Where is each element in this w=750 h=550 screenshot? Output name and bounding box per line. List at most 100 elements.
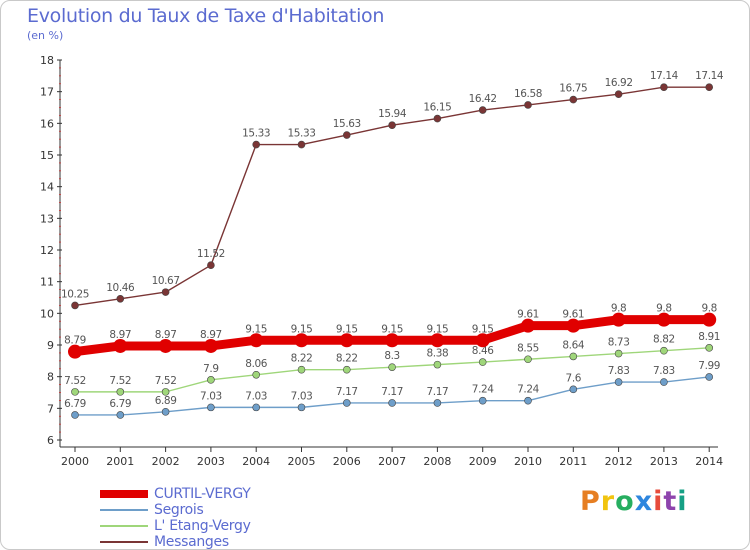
x-tick-label-2006: 2006 — [333, 455, 361, 468]
x-tick-label-2004: 2004 — [242, 455, 270, 468]
data-label-segrois-2007: 7.17 — [381, 386, 403, 398]
point-segrois-2004 — [252, 403, 261, 412]
x-tick-label-2009: 2009 — [469, 455, 497, 468]
data-label-segrois-2005: 7.03 — [291, 390, 313, 402]
x-tick-label-2014: 2014 — [695, 455, 723, 468]
point-segrois-2010 — [524, 396, 532, 405]
point-messanges-2014 — [705, 83, 714, 92]
data-label-segrois-2013: 7.83 — [653, 365, 675, 377]
data-label-curtil-vergy-2012: 9.8 — [611, 303, 627, 315]
legend-item-messanges: Messanges — [100, 534, 251, 550]
data-label-l-etang-vergy-2013: 8.82 — [653, 334, 675, 346]
legend-swatch-etang-vergy — [100, 525, 148, 527]
point-messanges-2012 — [614, 90, 623, 98]
data-label-segrois-2003: 7.03 — [200, 390, 222, 402]
logo-letter: i — [677, 486, 688, 517]
point-l-etang-vergy-2006 — [342, 365, 351, 374]
point-messanges-2010 — [524, 101, 532, 109]
data-label-l-etang-vergy-2011: 8.64 — [562, 339, 584, 351]
y-tick-label-9: 9 — [47, 339, 54, 352]
data-label-curtil-vergy-2006: 9.15 — [336, 323, 358, 335]
point-segrois-2001 — [116, 411, 125, 419]
data-label-curtil-vergy-2001: 8.97 — [109, 329, 131, 341]
data-label-messanges-2013: 17.14 — [650, 70, 679, 82]
point-messanges-2009 — [478, 106, 487, 114]
point-curtil-vergy-2001 — [113, 338, 128, 353]
data-label-segrois-2006: 7.17 — [336, 386, 358, 398]
y-tick-label-16: 16 — [40, 117, 54, 130]
x-tick-label-2005: 2005 — [288, 455, 316, 468]
data-label-messanges-2014: 17.14 — [695, 70, 724, 82]
data-label-l-etang-vergy-2004: 8.06 — [245, 358, 267, 370]
point-l-etang-vergy-2000 — [71, 388, 79, 396]
data-label-messanges-2008: 16.15 — [423, 102, 451, 114]
logo-letter: t — [663, 486, 678, 517]
point-segrois-2000 — [71, 411, 79, 419]
data-label-curtil-vergy-2004: 9.15 — [245, 323, 267, 335]
point-segrois-2005 — [297, 403, 306, 412]
data-label-messanges-2000: 10.25 — [61, 288, 89, 300]
point-l-etang-vergy-2009 — [478, 358, 487, 366]
point-l-etang-vergy-2012 — [614, 349, 623, 358]
data-label-segrois-2002: 6.89 — [155, 395, 177, 407]
point-segrois-2007 — [388, 399, 396, 407]
point-l-etang-vergy-2010 — [524, 355, 532, 364]
data-label-segrois-2000: 6.79 — [64, 398, 86, 410]
x-tick-label-2001: 2001 — [106, 455, 134, 468]
data-label-curtil-vergy-2014: 9.8 — [701, 303, 717, 315]
data-label-segrois-2004: 7.03 — [245, 390, 267, 402]
y-tick-label-12: 12 — [40, 244, 54, 257]
data-label-l-etang-vergy-2007: 8.3 — [384, 350, 400, 362]
point-segrois-2002 — [161, 408, 170, 416]
data-label-segrois-2012: 7.83 — [608, 365, 630, 377]
point-messanges-2003 — [207, 261, 215, 270]
point-l-etang-vergy-2014 — [705, 344, 714, 352]
y-tick-label-17: 17 — [40, 86, 54, 99]
point-segrois-2012 — [614, 378, 623, 386]
x-tick-label-2000: 2000 — [61, 455, 89, 468]
legend-label-etang-vergy: L' Etang-Vergy — [154, 518, 251, 534]
x-tick-label-2010: 2010 — [514, 455, 542, 468]
point-curtil-vergy-2008 — [430, 333, 445, 348]
point-curtil-vergy-2014 — [702, 312, 717, 327]
point-messanges-2004 — [252, 140, 261, 149]
logo-letter: i — [653, 486, 664, 517]
y-tick-label-15: 15 — [40, 149, 54, 162]
point-segrois-2009 — [478, 396, 487, 405]
data-label-segrois-2009: 7.24 — [472, 384, 494, 396]
logo-letter: x — [634, 486, 654, 517]
data-label-curtil-vergy-2002: 8.97 — [155, 329, 177, 341]
data-label-segrois-2008: 7.17 — [427, 386, 449, 398]
legend-item-etang-vergy: L' Etang-Vergy — [100, 518, 251, 534]
logo-letter: o — [615, 486, 635, 517]
legend-item-segrois: Segrois — [100, 502, 251, 518]
x-tick-label-2012: 2012 — [605, 455, 633, 468]
point-messanges-2008 — [433, 114, 442, 123]
legend-swatch-segrois — [100, 509, 148, 511]
logo-letter: r — [600, 486, 616, 517]
data-label-l-etang-vergy-2006: 8.22 — [336, 353, 358, 365]
data-label-l-etang-vergy-2010: 8.55 — [517, 342, 539, 354]
point-messanges-2013 — [660, 83, 668, 92]
point-segrois-2008 — [433, 399, 442, 407]
data-label-l-etang-vergy-2001: 7.52 — [109, 375, 131, 387]
point-curtil-vergy-2012 — [611, 312, 626, 327]
legend-swatch-messanges — [100, 541, 148, 543]
point-curtil-vergy-2011 — [566, 318, 581, 333]
point-l-etang-vergy-2008 — [433, 360, 442, 369]
x-tick-label-2008: 2008 — [423, 455, 451, 468]
data-label-l-etang-vergy-2008: 8.38 — [427, 348, 449, 360]
legend: CURTIL-VERGY Segrois L' Etang-Vergy Mess… — [100, 486, 251, 550]
x-tick-label-2007: 2007 — [378, 455, 406, 468]
logo-letter: P — [580, 486, 601, 517]
point-l-etang-vergy-2001 — [116, 388, 125, 396]
point-segrois-2013 — [660, 378, 668, 386]
data-label-curtil-vergy-2005: 9.15 — [291, 323, 313, 335]
point-curtil-vergy-2005 — [294, 333, 309, 348]
data-label-messanges-2011: 16.75 — [559, 83, 587, 95]
data-label-messanges-2005: 15.33 — [287, 128, 315, 140]
data-label-messanges-2001: 10.46 — [106, 282, 135, 294]
data-label-segrois-2014: 7.99 — [698, 360, 720, 372]
data-label-l-etang-vergy-2002: 7.52 — [155, 375, 177, 387]
data-label-curtil-vergy-2010: 9.61 — [517, 309, 539, 321]
